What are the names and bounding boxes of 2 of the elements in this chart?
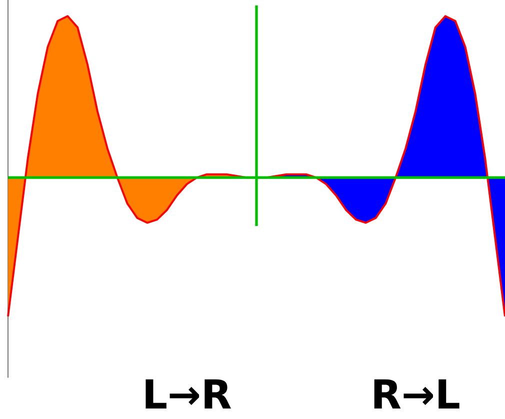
text: L→R [146, 379, 231, 408]
text: R→L [374, 379, 460, 408]
